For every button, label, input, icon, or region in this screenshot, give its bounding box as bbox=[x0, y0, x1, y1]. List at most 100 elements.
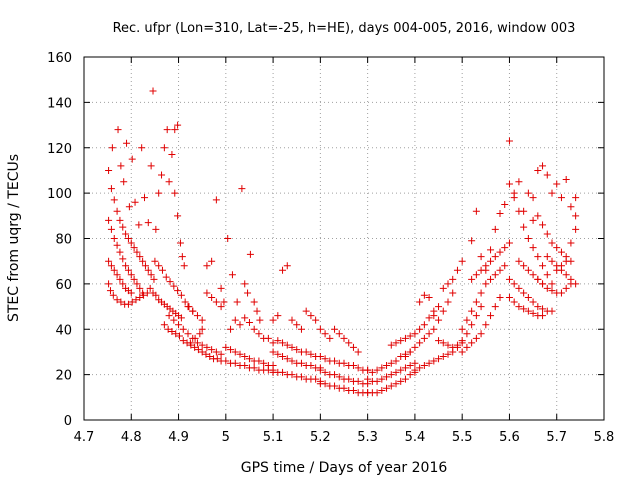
data-point bbox=[283, 341, 291, 349]
data-point bbox=[572, 194, 580, 202]
data-point bbox=[340, 334, 348, 342]
data-point bbox=[553, 262, 561, 270]
data-point bbox=[416, 325, 424, 333]
data-point bbox=[184, 330, 192, 338]
x-tick-label: 5 bbox=[222, 430, 230, 445]
data-point bbox=[472, 298, 480, 306]
data-point bbox=[425, 293, 433, 301]
data-point bbox=[150, 275, 158, 283]
y-tick-label: 120 bbox=[47, 142, 72, 157]
data-point bbox=[439, 307, 447, 315]
data-point bbox=[491, 303, 499, 311]
data-point bbox=[477, 266, 485, 274]
data-point bbox=[543, 284, 551, 292]
data-point bbox=[505, 180, 513, 188]
data-point bbox=[515, 303, 523, 311]
data-point bbox=[203, 289, 211, 297]
data-point bbox=[435, 337, 443, 345]
data-point bbox=[227, 346, 235, 354]
y-axis-label: STEC from uqrg / TECUs bbox=[6, 154, 22, 322]
x-tick-label: 5.5 bbox=[452, 430, 473, 445]
y-tick-label: 140 bbox=[47, 96, 72, 111]
data-point bbox=[411, 359, 419, 367]
data-point bbox=[124, 235, 132, 242]
data-point bbox=[458, 337, 466, 345]
data-point bbox=[321, 380, 329, 388]
data-point bbox=[364, 366, 372, 374]
data-point bbox=[420, 291, 428, 299]
data-point bbox=[269, 366, 277, 374]
data-point bbox=[279, 352, 287, 360]
data-point bbox=[539, 280, 547, 288]
data-point bbox=[472, 271, 480, 279]
data-point bbox=[401, 364, 409, 372]
data-point bbox=[155, 262, 163, 270]
data-point bbox=[553, 180, 561, 188]
data-point bbox=[170, 282, 178, 290]
data-point bbox=[482, 280, 490, 288]
data-point bbox=[383, 384, 391, 392]
data-point bbox=[510, 194, 518, 202]
data-point bbox=[274, 337, 282, 345]
data-point bbox=[113, 271, 121, 279]
data-point bbox=[171, 126, 179, 134]
data-point bbox=[180, 262, 188, 270]
data-point bbox=[141, 194, 149, 202]
data-point bbox=[158, 266, 166, 274]
data-point bbox=[557, 289, 565, 297]
data-point bbox=[181, 298, 189, 306]
data-point bbox=[164, 325, 172, 333]
data-point bbox=[354, 377, 362, 385]
data-point bbox=[458, 348, 466, 356]
data-point bbox=[416, 298, 424, 306]
data-point bbox=[491, 271, 499, 279]
y-tick-label: 0 bbox=[64, 414, 72, 429]
data-point bbox=[557, 248, 565, 256]
data-point bbox=[176, 239, 184, 247]
data-point bbox=[244, 289, 252, 297]
data-point bbox=[387, 341, 395, 349]
y-tick-label: 100 bbox=[47, 187, 72, 202]
data-point bbox=[487, 275, 495, 283]
data-point bbox=[468, 339, 476, 347]
data-point bbox=[524, 189, 532, 197]
data-point bbox=[202, 350, 210, 358]
data-point bbox=[449, 275, 457, 283]
data-point bbox=[477, 330, 485, 338]
data-point bbox=[288, 357, 296, 365]
data-point bbox=[107, 225, 115, 233]
data-point bbox=[510, 298, 518, 306]
data-point bbox=[539, 262, 547, 270]
data-point bbox=[250, 325, 258, 333]
data-point bbox=[435, 303, 443, 311]
data-point bbox=[264, 334, 272, 342]
data-point bbox=[231, 348, 239, 356]
data-point bbox=[105, 257, 113, 265]
data-point bbox=[425, 314, 433, 322]
data-point bbox=[231, 316, 239, 324]
data-point bbox=[354, 348, 362, 356]
data-point bbox=[122, 262, 130, 270]
data-point bbox=[453, 266, 461, 274]
data-point bbox=[335, 330, 343, 338]
data-point bbox=[345, 339, 353, 347]
data-point bbox=[401, 375, 409, 383]
data-point bbox=[206, 352, 214, 360]
data-point bbox=[177, 291, 185, 299]
x-tick-label: 5.1 bbox=[263, 430, 284, 445]
x-tick-label: 5.4 bbox=[405, 430, 426, 445]
data-point bbox=[136, 293, 144, 301]
data-point bbox=[539, 305, 547, 313]
data-point bbox=[297, 359, 305, 367]
data-point bbox=[472, 312, 480, 320]
data-point bbox=[293, 321, 301, 329]
data-point bbox=[170, 316, 178, 324]
data-point bbox=[548, 307, 556, 315]
data-point bbox=[567, 275, 575, 283]
data-point bbox=[411, 330, 419, 338]
data-point bbox=[302, 307, 310, 315]
y-tick-labels: 0 20 40 60 80 100 120 140 160 bbox=[47, 51, 72, 429]
data-point bbox=[477, 289, 485, 297]
data-point bbox=[110, 196, 118, 204]
data-point bbox=[139, 257, 147, 265]
